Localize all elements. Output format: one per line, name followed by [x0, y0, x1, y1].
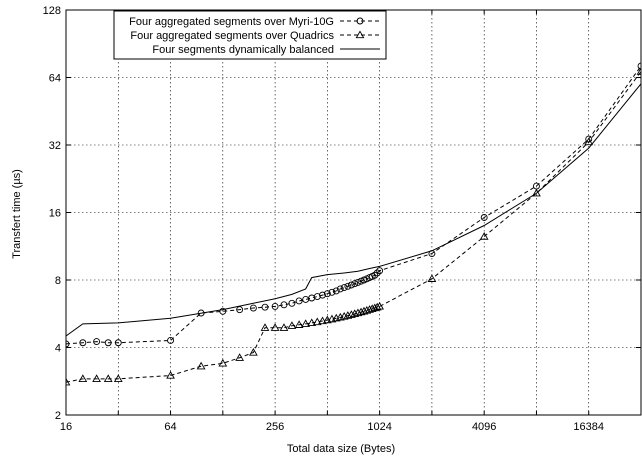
legend-label-2: Four aggregated segments over Quadrics [130, 30, 334, 42]
data-point-2 [66, 377, 71, 386]
data-point-2 [307, 318, 317, 327]
data-point-2 [196, 361, 206, 370]
data-point-1 [323, 290, 331, 298]
data-point-2 [218, 358, 228, 367]
data-point-1 [271, 302, 279, 310]
data-point-2 [301, 319, 311, 327]
data-point-2 [279, 323, 289, 331]
series-line-2 [66, 71, 641, 383]
data-point-1 [249, 304, 257, 312]
y-tick-label: 32 [49, 140, 61, 152]
x-tick-label: 1024 [367, 421, 391, 433]
data-point-2 [584, 137, 594, 146]
tick-labels: 16 64 256 1024 4096 16384 2 4 8 16 32 64 128 [43, 5, 604, 433]
data-point-2 [362, 305, 372, 314]
data-point-2 [479, 232, 489, 240]
data-point-1 [376, 267, 384, 275]
data-point-1 [480, 214, 488, 221]
data-point-1 [79, 339, 87, 347]
data-point-2 [235, 353, 245, 361]
y-tick-label: 8 [55, 275, 61, 287]
data-point-1 [219, 307, 227, 315]
y-axis-label: Transfert time (µs) [11, 169, 23, 259]
data-point-2 [166, 371, 175, 379]
data-point-1 [344, 282, 352, 290]
data-point-2 [294, 320, 304, 328]
series-2 [66, 67, 641, 386]
data-point-2 [365, 305, 374, 313]
grid [66, 10, 641, 415]
series-3 [66, 83, 641, 337]
data-point-2 [260, 323, 270, 331]
data-point-2 [359, 306, 369, 315]
data-point-1 [354, 279, 362, 286]
y-tick-label: 2 [55, 410, 61, 422]
data-point-2 [312, 317, 322, 326]
legend-marker-1 [356, 17, 364, 25]
data-point-2 [103, 374, 113, 382]
data-point-2 [92, 374, 101, 382]
data-point-2 [350, 309, 360, 318]
y-tick-label: 128 [43, 5, 61, 17]
data-point-2 [113, 374, 123, 382]
legend-label-1: Four aggregated segments over Myri-10G [129, 16, 334, 28]
x-tick-label: 256 [266, 421, 284, 433]
data-point-1 [295, 297, 303, 305]
data-point-1 [336, 285, 344, 293]
data-point-1 [637, 62, 641, 70]
data-point-1 [236, 306, 244, 314]
y-tick-label: 64 [49, 73, 61, 85]
data-point-1 [104, 339, 112, 347]
data-point-1 [328, 288, 336, 296]
data-point-2 [318, 316, 327, 325]
data-point-2 [347, 310, 356, 318]
data-point-1 [167, 337, 174, 344]
y-tick-label: 4 [55, 343, 61, 355]
data-point-1 [93, 338, 101, 346]
data-point-1 [319, 291, 326, 299]
data-point-1 [351, 280, 359, 288]
series-layer [66, 62, 641, 386]
data-point-2 [372, 302, 382, 311]
axes [65, 9, 642, 416]
data-point-2 [270, 323, 280, 331]
data-point-2 [356, 307, 366, 316]
x-tick-label: 64 [164, 421, 176, 433]
data-point-2 [249, 347, 258, 356]
data-point-1 [280, 301, 288, 309]
data-point-1 [66, 340, 70, 348]
data-point-1 [373, 269, 381, 277]
data-point-1 [340, 284, 348, 292]
data-point-1 [261, 303, 269, 311]
data-point-1 [114, 339, 122, 347]
x-tick-label: 16 [60, 421, 72, 433]
data-point-2 [375, 301, 385, 310]
legend: Four aggregated segments over Myri-10G Fo… [113, 10, 387, 60]
x-tick-label: 4096 [472, 421, 496, 433]
data-point-1 [313, 293, 321, 300]
series-1 [66, 62, 641, 348]
x-tick-label: 16384 [573, 421, 604, 433]
legend-label-3: Four segments dynamically balanced [152, 44, 334, 56]
data-point-2 [353, 308, 363, 317]
data-point-2 [636, 67, 641, 75]
data-point-2 [78, 374, 88, 382]
data-point-2 [287, 321, 297, 329]
series-line-3 [66, 83, 641, 337]
data-point-1 [332, 287, 340, 295]
data-point-2 [532, 188, 541, 197]
x-axis-label: Total data size (Bytes) [287, 443, 395, 455]
data-point-1 [371, 271, 379, 279]
data-point-2 [427, 274, 437, 282]
data-point-1 [288, 299, 296, 307]
data-point-1 [347, 281, 355, 289]
data-point-2 [343, 311, 353, 319]
legend-marker-2 [355, 30, 365, 39]
y-tick-label: 16 [49, 208, 61, 220]
